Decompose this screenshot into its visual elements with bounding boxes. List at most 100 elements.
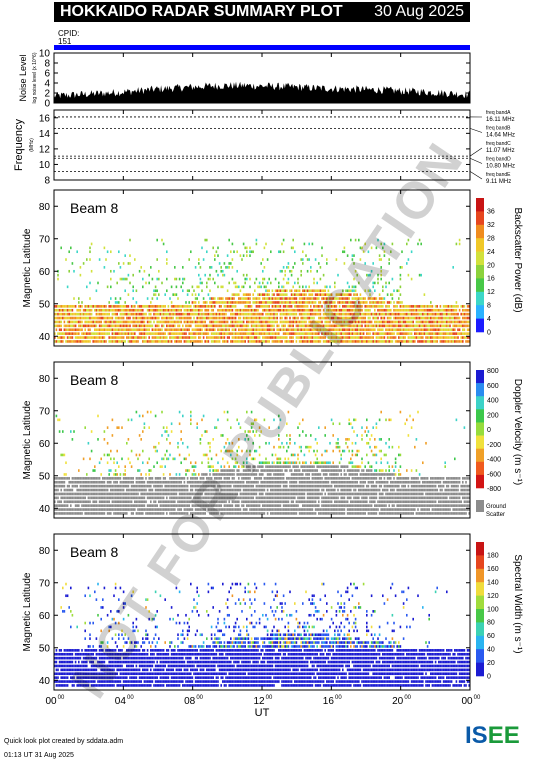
power-cell xyxy=(321,246,323,250)
power-cell xyxy=(249,277,251,281)
power-cell xyxy=(353,332,355,335)
velocity-cell xyxy=(247,504,250,507)
power-cell xyxy=(228,305,230,308)
power-cell xyxy=(362,320,365,324)
power-cell xyxy=(367,289,370,293)
power-cell xyxy=(202,301,205,304)
velocity-cell xyxy=(228,484,230,488)
velocity-cell xyxy=(214,484,216,488)
power-cell xyxy=(289,301,291,304)
velocity-cell xyxy=(273,477,275,480)
velocity-cell xyxy=(255,484,258,488)
power-cell xyxy=(158,269,160,273)
velocity-cell xyxy=(114,500,117,504)
power-cell xyxy=(92,316,94,320)
power-cell xyxy=(135,308,138,312)
power-cell xyxy=(84,340,86,343)
velocity-cell xyxy=(159,508,162,511)
power-cell xyxy=(442,324,445,328)
power-cell xyxy=(354,297,357,300)
power-cell xyxy=(292,320,294,324)
power-cell xyxy=(390,316,392,320)
power-cell xyxy=(137,328,139,332)
power-cell xyxy=(124,320,126,324)
velocity-cell xyxy=(246,488,248,492)
velocity-cell xyxy=(156,508,158,511)
power-cell xyxy=(279,320,282,324)
power-cell xyxy=(194,324,197,328)
velocity-cell xyxy=(194,496,197,500)
velocity-cell xyxy=(178,496,181,500)
velocity-cell xyxy=(111,504,114,507)
velocity-cell xyxy=(236,449,238,453)
power-cell xyxy=(58,336,61,339)
power-cell xyxy=(196,324,198,328)
power-cell xyxy=(399,273,402,277)
velocity-cell xyxy=(94,504,96,507)
power-cell xyxy=(242,336,245,339)
velocity-cell xyxy=(145,484,147,488)
power-cell xyxy=(433,336,435,339)
power-cell xyxy=(378,312,381,316)
power-cell xyxy=(425,320,427,324)
power-cell xyxy=(406,308,408,312)
power-cell xyxy=(164,312,166,316)
power-cell xyxy=(266,297,269,300)
power-cell xyxy=(220,266,222,269)
power-cell xyxy=(438,312,440,316)
freq-band-name-4: freq bandE xyxy=(486,172,511,178)
power-cell xyxy=(314,320,317,324)
power-cell xyxy=(358,328,360,332)
power-cell xyxy=(73,269,75,273)
power-cell xyxy=(380,320,382,324)
power-cell xyxy=(382,332,384,335)
velocity-cell xyxy=(223,465,226,468)
velocity-cell xyxy=(278,477,280,480)
velocity-cell xyxy=(250,410,253,414)
velocity-cell xyxy=(206,473,208,476)
power-cell xyxy=(402,305,405,308)
velocity-cell xyxy=(105,504,107,507)
power-cell xyxy=(282,308,285,312)
power-cell xyxy=(351,301,354,304)
velocity-cell xyxy=(210,465,213,468)
power-cell xyxy=(417,305,419,308)
power-cell xyxy=(370,246,373,250)
power-cell xyxy=(276,328,278,332)
power-cell xyxy=(250,316,253,320)
power-cell xyxy=(182,332,184,335)
power-cell xyxy=(314,297,317,300)
power-cell xyxy=(218,316,221,320)
velocity-cell xyxy=(217,488,219,492)
power-cell xyxy=(394,336,397,339)
power-cell xyxy=(281,316,283,320)
power-cell xyxy=(270,281,272,285)
power-cell xyxy=(159,308,162,312)
velocity-cell xyxy=(124,492,126,496)
power-cell xyxy=(174,312,176,316)
power-cell xyxy=(442,336,445,339)
velocity-cell xyxy=(246,500,248,504)
velocity-cell xyxy=(254,434,256,437)
power-cell xyxy=(334,301,336,304)
velocity-cell xyxy=(140,508,142,511)
power-cell xyxy=(222,301,224,304)
power-cell xyxy=(428,305,430,308)
power-cell xyxy=(218,308,221,312)
power-cell xyxy=(166,308,168,312)
power-cell xyxy=(186,340,189,343)
power-cell xyxy=(442,332,445,335)
power-cell xyxy=(194,293,197,296)
power-cell xyxy=(385,305,387,308)
power-cell xyxy=(402,336,405,339)
velocity-cell xyxy=(233,488,235,492)
power-cell xyxy=(322,332,325,335)
power-cell xyxy=(374,320,376,324)
power-cell xyxy=(231,332,234,335)
power-cell xyxy=(74,305,77,308)
velocity-cell xyxy=(174,500,176,504)
power-cell xyxy=(162,336,165,339)
power-cell xyxy=(460,305,462,308)
power-cell xyxy=(81,305,83,308)
power-cell xyxy=(250,340,253,343)
